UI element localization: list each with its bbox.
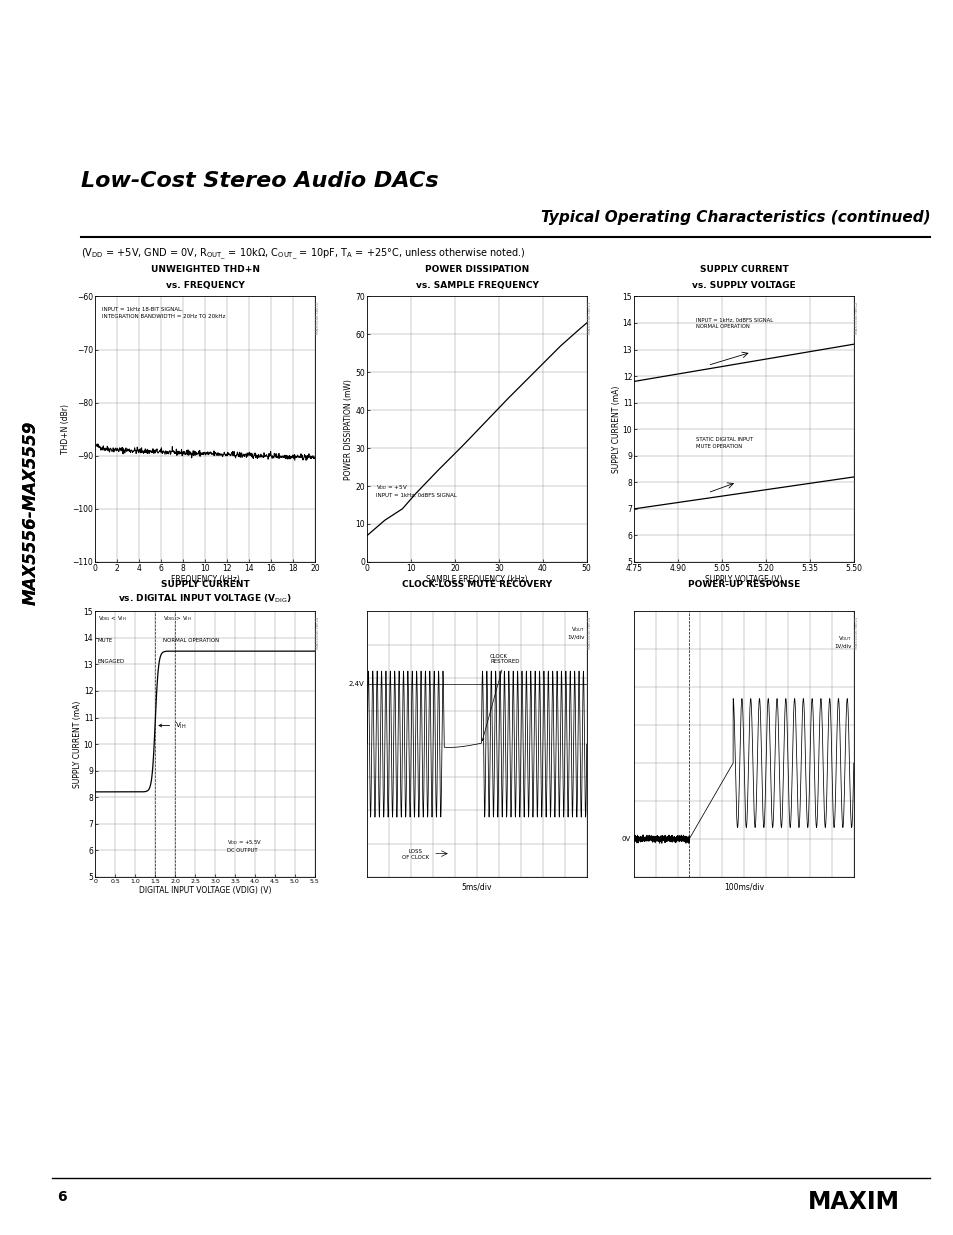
Text: NORMAL OPERATION: NORMAL OPERATION <box>163 638 219 643</box>
X-axis label: 100ms/div: 100ms/div <box>723 882 763 892</box>
Text: MAX5556-MAX5559: MAX5556-MAX5559 <box>22 420 39 605</box>
Text: 2.4V: 2.4V <box>348 682 364 688</box>
Text: MAX5556 toc14: MAX5556 toc14 <box>315 616 319 650</box>
Text: POWER DISSIPATION: POWER DISSIPATION <box>424 266 529 274</box>
Text: POWER-UP RESPONSE: POWER-UP RESPONSE <box>687 580 800 589</box>
Text: MAX5556 toc14: MAX5556 toc14 <box>587 616 591 650</box>
Text: STATIC DIGITAL INPUT
MUTE OPERATION: STATIC DIGITAL INPUT MUTE OPERATION <box>695 437 752 448</box>
Text: Low-Cost Stereo Audio DACs: Low-Cost Stereo Audio DACs <box>81 172 438 191</box>
Text: $\rm V_{DD}$ = +5.5V
DC OUTPUT: $\rm V_{DD}$ = +5.5V DC OUTPUT <box>227 839 262 853</box>
Text: MAX5556 toc11: MAX5556 toc11 <box>587 301 591 335</box>
Y-axis label: SUPPLY CURRENT (mA): SUPPLY CURRENT (mA) <box>72 700 82 788</box>
Text: $\rm V_{IH}$: $\rm V_{IH}$ <box>159 720 187 731</box>
Text: vs. FREQUENCY: vs. FREQUENCY <box>166 282 244 290</box>
X-axis label: 5ms/div: 5ms/div <box>461 882 492 892</box>
Y-axis label: THD+N (dBr): THD+N (dBr) <box>61 404 71 454</box>
Text: $\rm V_{DD}$ = +5V
INPUT = 1kHz, 0dBFS SIGNAL: $\rm V_{DD}$ = +5V INPUT = 1kHz, 0dBFS S… <box>375 483 456 498</box>
Text: MUTE: MUTE <box>97 638 112 643</box>
Text: vs. DIGITAL INPUT VOLTAGE (V$_{\rm DIG}$): vs. DIGITAL INPUT VOLTAGE (V$_{\rm DIG}$… <box>118 593 292 605</box>
Text: vs. SAMPLE FREQUENCY: vs. SAMPLE FREQUENCY <box>416 282 537 290</box>
Text: MAX5556 toc10: MAX5556 toc10 <box>315 301 319 335</box>
Text: INPUT = 1kHz 18-BIT SIGNAL,
INTEGRATION BANDWIDTH = 20Hz TO 20kHz: INPUT = 1kHz 18-BIT SIGNAL, INTEGRATION … <box>102 308 225 319</box>
Text: $\rm V_{DIG}$ > $\rm V_{IH}$: $\rm V_{DIG}$ > $\rm V_{IH}$ <box>163 614 192 622</box>
Y-axis label: POWER DISSIPATION (mW): POWER DISSIPATION (mW) <box>344 379 353 479</box>
Text: $\rm V_{OUT}$
1V/div: $\rm V_{OUT}$ 1V/div <box>566 625 584 640</box>
X-axis label: FREQUENCY (kHz): FREQUENCY (kHz) <box>171 576 239 584</box>
Text: $\rm V_{OUT}$
1V/div: $\rm V_{OUT}$ 1V/div <box>833 634 851 648</box>
X-axis label: DIGITAL INPUT VOLTAGE (VDIG) (V): DIGITAL INPUT VOLTAGE (VDIG) (V) <box>139 885 271 895</box>
Text: MAXIM: MAXIM <box>807 1189 899 1214</box>
Text: ENGAGED: ENGAGED <box>97 659 125 664</box>
Text: MAX5556 toc12: MAX5556 toc12 <box>854 301 858 335</box>
Text: CLOCK
RESTORED: CLOCK RESTORED <box>481 653 519 741</box>
Text: Typical Operating Characteristics (continued): Typical Operating Characteristics (conti… <box>540 210 929 225</box>
Text: (V$_{\rm DD}$ = +5V, GND = 0V, R$_{\rm OUT\_}$ = 10k$\Omega$, C$_{\rm OUT\_}$ = : (V$_{\rm DD}$ = +5V, GND = 0V, R$_{\rm O… <box>81 247 525 262</box>
Text: SUPPLY CURRENT: SUPPLY CURRENT <box>699 266 788 274</box>
Text: CLOCK-LOSS MUTE RECOVERY: CLOCK-LOSS MUTE RECOVERY <box>401 580 552 589</box>
Text: INPUT = 1kHz, 0dBFS SIGNAL
NORMAL OPERATION: INPUT = 1kHz, 0dBFS SIGNAL NORMAL OPERAT… <box>695 317 772 330</box>
Text: 0V: 0V <box>621 836 631 842</box>
Text: $\rm V_{DIG}$ < $\rm V_{IH}$: $\rm V_{DIG}$ < $\rm V_{IH}$ <box>97 614 126 622</box>
Text: 6: 6 <box>57 1191 67 1204</box>
Y-axis label: SUPPLY CURRENT (mA): SUPPLY CURRENT (mA) <box>611 385 620 473</box>
Text: SUPPLY CURRENT: SUPPLY CURRENT <box>160 580 250 589</box>
Text: vs. SUPPLY VOLTAGE: vs. SUPPLY VOLTAGE <box>692 282 795 290</box>
X-axis label: SUPPLY VOLTAGE (V): SUPPLY VOLTAGE (V) <box>704 576 782 584</box>
Text: MAX5556 toc15: MAX5556 toc15 <box>854 616 858 650</box>
X-axis label: SAMPLE FREQUENCY (kHz): SAMPLE FREQUENCY (kHz) <box>426 576 527 584</box>
Text: UNWEIGHTED THD+N: UNWEIGHTED THD+N <box>151 266 259 274</box>
Text: LOSS
OF CLOCK: LOSS OF CLOCK <box>401 850 429 861</box>
Text: MAX5556-MAX5559: MAX5556-MAX5559 <box>22 420 39 605</box>
